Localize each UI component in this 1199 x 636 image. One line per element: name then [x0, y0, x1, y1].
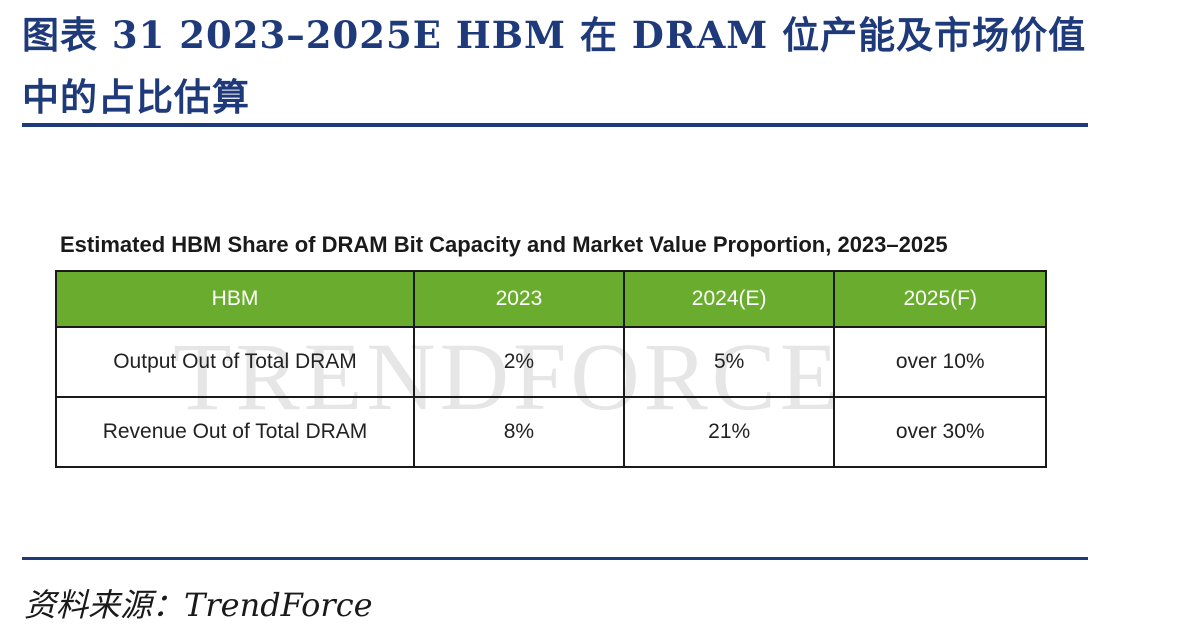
- table-cell: over 30%: [833, 396, 1047, 468]
- table-cell: 5%: [622, 326, 836, 398]
- header-cell: 2023: [413, 270, 625, 328]
- header-cell: 2025(F): [833, 270, 1047, 328]
- header-cell: HBM: [55, 270, 415, 328]
- table-header-row: HBM 2023 2024(E) 2025(F): [55, 270, 1047, 328]
- table-container: TRENDFORCE HBM 2023 2024(E) 2025(F) Outp…: [55, 270, 1047, 468]
- table-cell: 8%: [413, 396, 625, 468]
- figure-title: 图表 31 2023–2025E HBM 在 DRAM 位产能及市场价值中的占比…: [22, 13, 1087, 119]
- top-divider: [22, 123, 1088, 127]
- header-cell: 2024(E): [622, 270, 836, 328]
- table-cell: over 10%: [833, 326, 1047, 398]
- table-row: Output Out of Total DRAM 2% 5% over 10%: [55, 326, 1047, 398]
- bottom-divider: [22, 557, 1088, 560]
- table-title: Estimated HBM Share of DRAM Bit Capacity…: [60, 232, 948, 257]
- table-cell: 2%: [413, 326, 625, 398]
- hbm-share-table: HBM 2023 2024(E) 2025(F) Output Out of T…: [55, 270, 1047, 468]
- table-row: Revenue Out of Total DRAM 8% 21% over 30…: [55, 396, 1047, 468]
- row-label: Revenue Out of Total DRAM: [55, 396, 415, 468]
- source-note: 资料来源：TrendForce: [24, 586, 373, 624]
- table-cell: 21%: [622, 396, 836, 468]
- row-label: Output Out of Total DRAM: [55, 326, 415, 398]
